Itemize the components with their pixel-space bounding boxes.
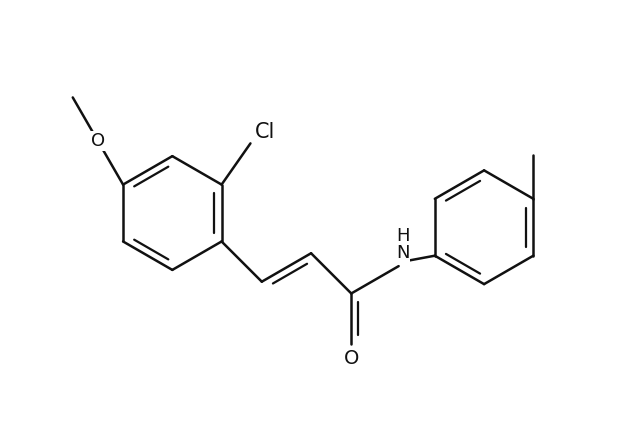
Text: O: O [344, 349, 359, 368]
Text: O: O [91, 132, 105, 150]
Text: H
N: H N [396, 227, 410, 262]
Text: Cl: Cl [255, 122, 275, 142]
